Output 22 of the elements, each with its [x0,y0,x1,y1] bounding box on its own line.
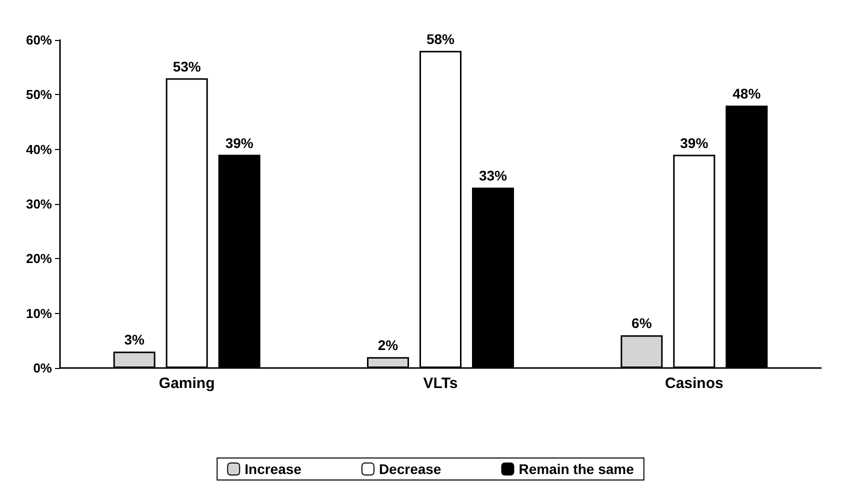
x-tick-label: Casinos [664,375,724,392]
data-label: 39% [225,134,254,151]
y-tick-label: 30% [26,196,52,212]
y-tick-label: 0% [33,360,52,376]
data-label: 3% [124,332,145,348]
y-tick-label: 50% [26,87,52,102]
y-tick-label: 40% [26,142,52,157]
x-tick-label: VLTs [423,375,458,392]
y-tick-label: 60% [26,32,52,48]
legend-label: Remain the same [518,461,634,477]
data-label: 6% [632,315,652,332]
data-label: 39% [680,134,709,151]
data-label: 53% [172,58,202,74]
data-label: 33% [478,168,508,184]
legend-label: Increase [244,461,302,477]
y-tick-label: 10% [26,306,52,321]
y-tick-label: 20% [26,251,52,266]
data-label: 2% [378,337,399,354]
data-label: 58% [426,30,456,47]
data-label: 48% [732,86,762,102]
legend-label: Decrease [378,461,442,477]
x-tick-label: Gaming [158,375,215,392]
